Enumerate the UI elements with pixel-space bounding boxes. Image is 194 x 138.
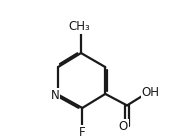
Text: CH₃: CH₃ [69, 20, 91, 33]
Text: F: F [79, 126, 86, 138]
Text: O: O [119, 120, 128, 133]
Text: OH: OH [142, 86, 160, 99]
Text: N: N [50, 89, 59, 102]
